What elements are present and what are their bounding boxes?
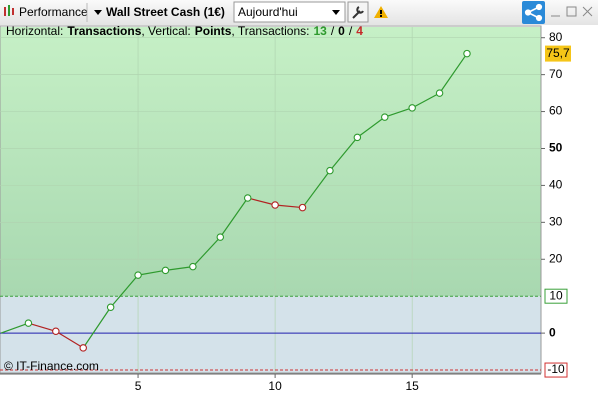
positive-zone <box>0 27 541 297</box>
equity-segment <box>165 266 193 271</box>
info-part: 13 <box>313 24 327 38</box>
level-label: 10 <box>549 288 563 302</box>
chart-info: Horizontal: Transactions, Vertical: Points… <box>6 24 363 38</box>
point-marker <box>435 89 444 97</box>
point-marker <box>161 266 170 275</box>
equity-segment <box>137 269 166 276</box>
equity-segment <box>247 197 276 206</box>
equity-segment <box>28 322 56 332</box>
period-select[interactable] <box>233 1 346 23</box>
point-marker <box>52 327 60 336</box>
info-part: Transactions <box>67 24 141 38</box>
info-part: , Transactions: <box>231 24 309 38</box>
point-marker <box>408 104 416 112</box>
equity-segment <box>55 330 84 349</box>
y-tick-label: 80 <box>549 30 563 44</box>
equity-segment <box>219 197 249 238</box>
dropdown-arrow[interactable] <box>94 10 102 15</box>
period-value: Aujourd'hui <box>238 5 298 19</box>
equity-segment <box>329 137 358 172</box>
point-marker <box>79 344 87 352</box>
y-tick-label: 60 <box>549 104 563 118</box>
x-tick-label: 15 <box>405 379 419 393</box>
info-part: Points <box>195 24 232 38</box>
point-marker <box>381 113 389 121</box>
y-tick-label: 20 <box>549 251 563 265</box>
level-label-box <box>544 288 568 304</box>
info-part: 4 <box>356 24 363 38</box>
instrument-selector[interactable]: Wall Street Cash (1€) <box>106 5 225 19</box>
equity-segment <box>411 92 440 109</box>
point-marker <box>353 133 362 142</box>
plot-frame <box>0 25 542 374</box>
equity-segment <box>82 306 112 349</box>
watermark: © IT-Finance.com <box>4 359 99 373</box>
equity-segment <box>356 116 386 138</box>
x-tick-label: 5 <box>135 379 142 393</box>
point-marker <box>243 194 252 202</box>
point-marker <box>463 49 471 58</box>
last-value-label: 75,7 <box>546 46 570 60</box>
info-part: / <box>331 24 335 38</box>
equity-segment <box>384 107 413 118</box>
level-label-box <box>544 362 568 378</box>
point-marker <box>134 271 142 279</box>
y-tick-label: 70 <box>549 67 563 81</box>
equity-segment <box>302 170 331 208</box>
info-part: / <box>349 24 353 38</box>
info-part: Horizontal: <box>6 24 63 38</box>
window-controls[interactable] <box>551 6 593 17</box>
y-tick-label: 50 <box>549 141 563 155</box>
point-marker <box>24 319 33 327</box>
equity-segment <box>439 53 468 94</box>
point-marker <box>189 262 197 271</box>
point-marker <box>271 201 279 209</box>
last-value-box <box>545 45 571 62</box>
performance-button[interactable]: Performance <box>19 5 88 19</box>
y-tick-label: 40 <box>549 178 563 192</box>
point-marker <box>106 303 115 312</box>
point-marker <box>216 233 225 241</box>
level-label: -10 <box>547 362 565 376</box>
y-tick-label: 0 <box>549 325 556 339</box>
chart-type-icon[interactable] <box>4 5 14 16</box>
point-marker <box>326 166 334 175</box>
point-marker <box>298 203 307 212</box>
period-arrow[interactable] <box>332 10 340 15</box>
info-part: , Vertical: <box>141 24 190 38</box>
x-tick-label: 10 <box>268 379 282 393</box>
equity-segment <box>275 204 303 209</box>
equity-segment <box>110 274 139 308</box>
equity-segment <box>0 322 29 334</box>
y-tick-label: 30 <box>549 215 563 229</box>
equity-segment <box>192 236 221 268</box>
info-part: 0 <box>338 24 345 38</box>
